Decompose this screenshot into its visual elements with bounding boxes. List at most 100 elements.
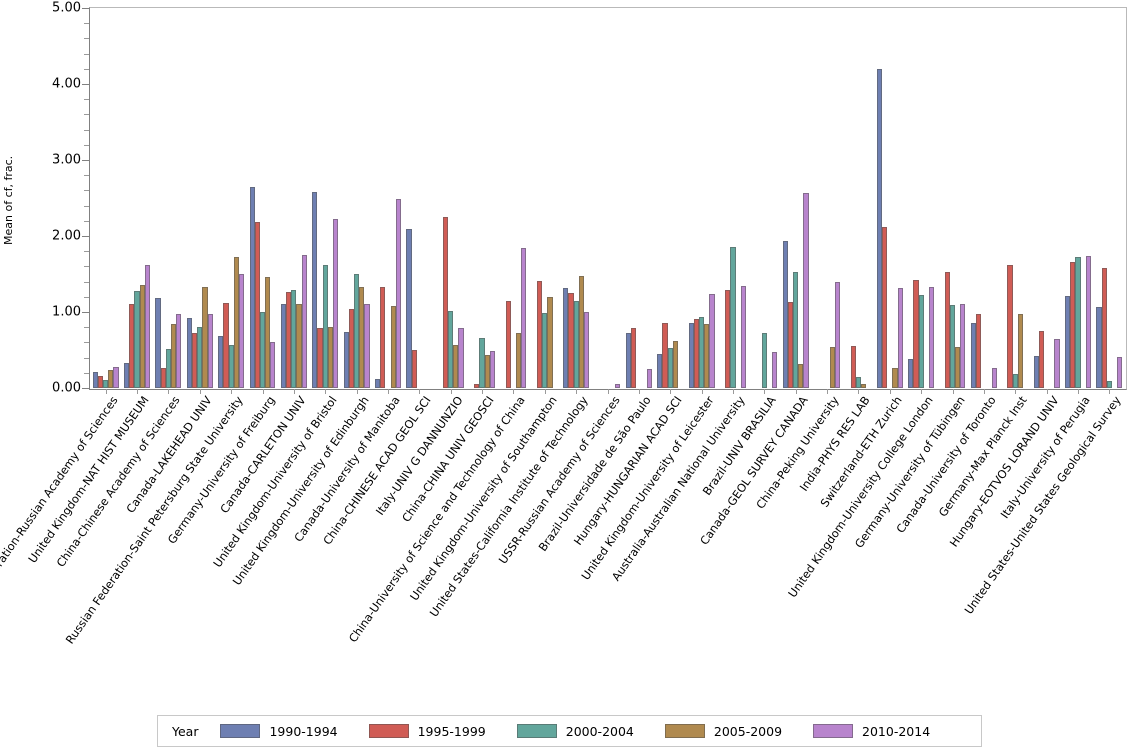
bar[interactable] [725, 289, 731, 388]
bar[interactable] [960, 303, 966, 388]
bar[interactable] [139, 285, 145, 388]
bar[interactable] [1038, 331, 1044, 388]
legend-item[interactable]: 2000-2004 [516, 724, 634, 739]
bar[interactable] [374, 378, 381, 388]
bar[interactable] [359, 286, 365, 388]
bar[interactable] [704, 324, 710, 388]
bar[interactable] [855, 377, 861, 388]
bar[interactable] [730, 247, 736, 388]
bar[interactable] [1075, 256, 1081, 388]
bar[interactable] [881, 226, 888, 388]
bar[interactable] [1070, 261, 1076, 388]
bar[interactable] [892, 368, 898, 388]
bar[interactable] [92, 372, 98, 388]
bar[interactable] [448, 311, 454, 388]
bar[interactable] [458, 327, 464, 388]
bar[interactable] [876, 68, 882, 388]
bar[interactable] [542, 312, 548, 388]
bar[interactable] [108, 369, 114, 388]
bar[interactable] [474, 384, 480, 388]
bar[interactable] [286, 292, 292, 388]
bar[interactable] [761, 332, 767, 388]
bar[interactable] [1064, 296, 1071, 388]
bar[interactable] [113, 367, 119, 388]
bar[interactable] [709, 293, 715, 388]
bar[interactable] [1106, 381, 1112, 388]
bar[interactable] [124, 362, 130, 388]
bar[interactable] [976, 314, 982, 388]
bar[interactable] [897, 287, 903, 388]
bar[interactable] [861, 384, 867, 388]
bar[interactable] [583, 312, 590, 388]
bar[interactable] [928, 286, 935, 388]
bar[interactable] [698, 317, 705, 388]
bar[interactable] [547, 296, 553, 388]
bar[interactable] [657, 353, 663, 388]
bar[interactable] [793, 272, 799, 388]
bar[interactable] [918, 295, 924, 388]
legend[interactable]: Year 1990-1994 1995-1999 2000-2004 2005-200… [157, 715, 982, 747]
bar[interactable] [238, 274, 245, 388]
bar[interactable] [782, 241, 788, 388]
bar[interactable] [1017, 314, 1023, 388]
bar[interactable] [207, 314, 213, 388]
legend-item[interactable]: 2010-2014 [813, 724, 930, 739]
bar[interactable] [688, 322, 694, 388]
bar[interactable] [160, 368, 166, 388]
bar[interactable] [259, 312, 266, 388]
bar[interactable] [573, 300, 579, 388]
bar[interactable] [479, 337, 485, 388]
bar[interactable] [505, 300, 511, 388]
bar[interactable] [453, 344, 459, 388]
bar[interactable] [1033, 356, 1039, 388]
bar[interactable] [568, 293, 574, 388]
bar[interactable] [772, 351, 778, 388]
bar[interactable] [913, 280, 919, 388]
bar[interactable] [129, 304, 135, 388]
bar[interactable] [1096, 306, 1102, 388]
bar[interactable] [536, 280, 543, 388]
bar[interactable] [327, 327, 333, 388]
bar[interactable] [223, 302, 229, 388]
bar[interactable] [155, 298, 161, 388]
bar[interactable] [521, 248, 527, 388]
bar[interactable] [165, 349, 171, 388]
bar[interactable] [740, 286, 746, 388]
bar[interactable] [406, 229, 412, 388]
bar[interactable] [353, 274, 360, 388]
bar[interactable] [380, 286, 386, 388]
bar[interactable] [296, 304, 302, 388]
bar[interactable] [563, 288, 569, 388]
bar[interactable] [908, 359, 914, 388]
legend-item[interactable]: 2005-2009 [664, 724, 782, 739]
bar[interactable] [233, 256, 239, 388]
bar[interactable] [176, 314, 182, 388]
legend-item[interactable]: 1995-1999 [368, 724, 486, 739]
bar[interactable] [191, 333, 198, 388]
bar[interactable] [970, 322, 977, 388]
bar[interactable] [218, 336, 224, 388]
bar[interactable] [322, 264, 328, 388]
bar[interactable] [291, 289, 297, 388]
bar[interactable] [97, 375, 104, 388]
bar[interactable] [254, 222, 260, 388]
bar[interactable] [787, 302, 794, 388]
bar[interactable] [197, 327, 203, 388]
bar[interactable] [390, 305, 396, 388]
bar[interactable] [312, 191, 318, 388]
bar[interactable] [364, 304, 370, 388]
bar[interactable] [343, 331, 349, 388]
bar[interactable] [829, 346, 835, 388]
bar[interactable] [667, 347, 673, 388]
bar[interactable] [1117, 356, 1123, 388]
bar[interactable] [798, 364, 804, 388]
bar[interactable] [411, 350, 417, 388]
bar[interactable] [672, 340, 678, 388]
bar[interactable] [516, 333, 522, 388]
bar[interactable] [301, 255, 307, 388]
bar[interactable] [949, 305, 956, 388]
bar[interactable] [317, 327, 323, 388]
bar[interactable] [171, 324, 177, 388]
bar[interactable] [625, 333, 632, 388]
bar[interactable] [834, 282, 841, 388]
